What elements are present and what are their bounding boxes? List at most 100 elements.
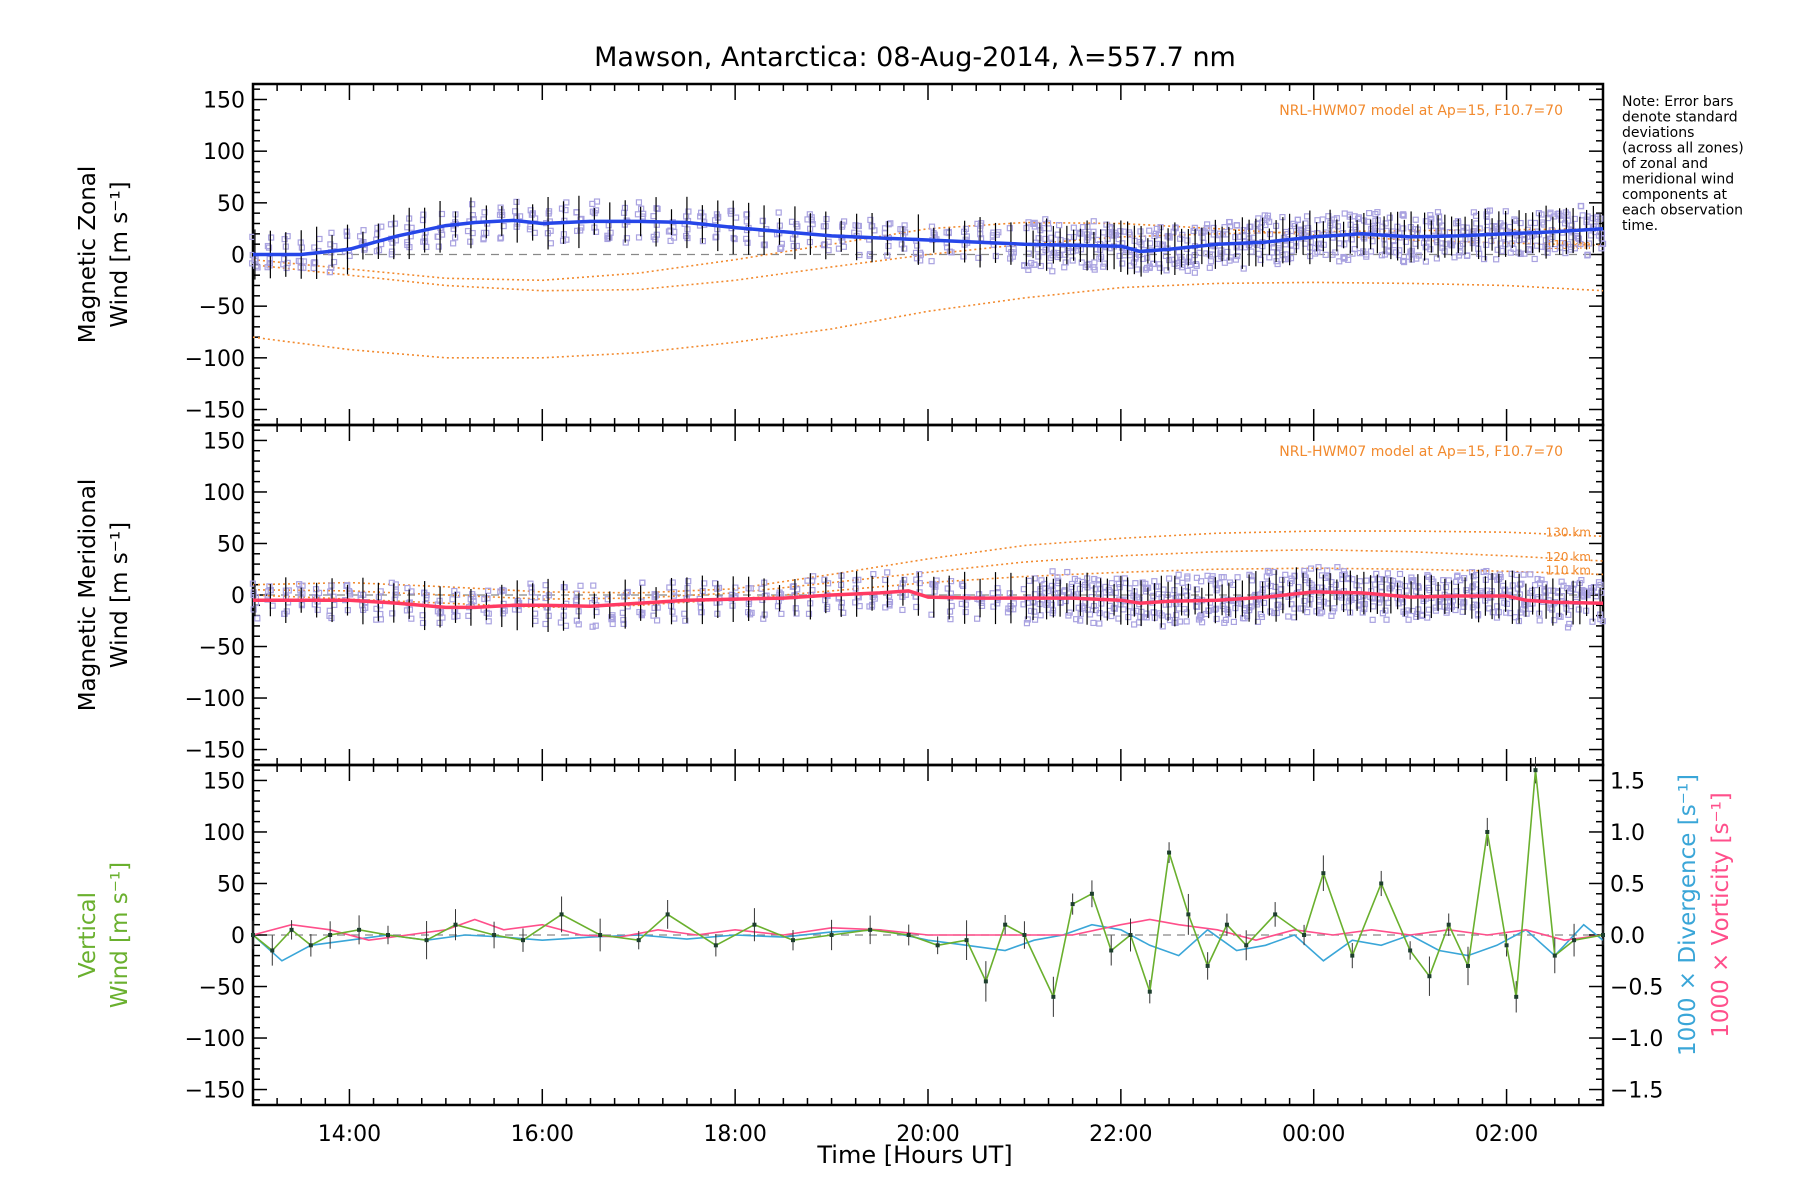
zone-point <box>1484 218 1491 225</box>
zone-point <box>250 591 257 599</box>
zone-point <box>1159 623 1166 630</box>
zone-point <box>545 592 552 599</box>
zone-point <box>423 243 430 251</box>
zone-point <box>1132 255 1139 262</box>
zone-point <box>650 213 657 220</box>
zone-point <box>1345 256 1352 263</box>
zone-point <box>1108 580 1115 587</box>
zone-point <box>1156 241 1163 248</box>
zone-point <box>1301 571 1308 578</box>
zone-point <box>497 204 504 211</box>
y-axis-label: Magnetic Meridional <box>75 479 101 712</box>
zone-point <box>450 240 457 247</box>
zone-point <box>608 614 615 621</box>
zone-point <box>1351 245 1358 253</box>
zone-point <box>299 590 306 597</box>
vertical-point <box>636 938 641 943</box>
zone-point <box>1369 616 1376 623</box>
zone-point <box>652 236 659 243</box>
zone-point <box>1427 246 1434 253</box>
y-axis-label: Wind [m s⁻¹] <box>107 522 133 668</box>
zone-point <box>314 606 321 613</box>
zone-point <box>989 590 996 597</box>
zone-point <box>1206 264 1213 271</box>
zone-point <box>1534 575 1541 583</box>
zone-point <box>1031 608 1038 615</box>
zone-point <box>1006 225 1013 232</box>
zone-point <box>1285 613 1292 620</box>
zone-point <box>1190 227 1197 235</box>
zone-point <box>281 236 288 243</box>
zone-point <box>1338 594 1346 601</box>
zone-point <box>758 230 765 237</box>
zone-point <box>670 234 678 241</box>
zone-point <box>1578 203 1585 210</box>
zone-point <box>1570 581 1578 588</box>
zone-point <box>1372 210 1379 218</box>
zone-point <box>1007 255 1014 262</box>
zone-point <box>1589 618 1596 625</box>
zone-point <box>1096 585 1103 592</box>
zone-point <box>1476 225 1483 232</box>
zone-point <box>1341 604 1348 611</box>
zone-point <box>1183 609 1190 616</box>
zone-point <box>744 239 751 246</box>
zone-point <box>1334 564 1341 571</box>
zone-point <box>777 245 784 252</box>
zone-point <box>577 582 584 589</box>
zone-point <box>1096 255 1103 262</box>
zone-point <box>1348 596 1355 603</box>
zone-point <box>1183 618 1190 625</box>
zone-point <box>775 209 782 216</box>
y-tick-label: 150 <box>203 89 245 114</box>
zone-point <box>623 235 631 242</box>
zone-point <box>249 580 257 587</box>
zone-point <box>1218 253 1225 260</box>
zone-point <box>1584 251 1591 258</box>
vertical-point <box>1128 933 1133 937</box>
zone-point <box>1042 246 1049 254</box>
note-line: meridional wind <box>1622 172 1734 188</box>
zone-point <box>1454 572 1461 579</box>
zone-point <box>1096 620 1103 627</box>
zone-point <box>605 222 612 229</box>
zone-point <box>809 577 816 584</box>
note-line: of zonal and <box>1622 156 1708 172</box>
zone-point <box>1108 612 1115 620</box>
zone-point <box>500 222 507 230</box>
zone-point <box>1197 614 1204 621</box>
vertical-point <box>598 933 603 937</box>
zone-point <box>852 585 859 592</box>
zone-point <box>1318 572 1326 579</box>
zone-point <box>1562 249 1569 257</box>
zone-point <box>389 610 396 617</box>
y2-tick-label: −0.5 <box>1610 976 1663 1001</box>
zone-point <box>451 587 458 595</box>
zone-point <box>1062 251 1069 258</box>
zone-point <box>1575 235 1582 242</box>
zone-point <box>1130 609 1137 616</box>
zone-point <box>1386 214 1393 221</box>
zone-point <box>388 579 395 586</box>
zone-point <box>1547 209 1554 216</box>
vertical-point <box>328 933 333 937</box>
zone-point <box>731 235 738 243</box>
zone-point <box>1090 619 1097 627</box>
zone-point <box>1402 610 1409 617</box>
vertical-point <box>308 943 313 948</box>
y2-tick-label: 0.0 <box>1610 924 1645 949</box>
zone-point <box>1192 260 1200 268</box>
y-tick-label: 100 <box>203 481 245 506</box>
zone-point <box>1078 259 1085 266</box>
zone-point <box>1131 621 1138 628</box>
series-line-vertical <box>252 770 1604 1000</box>
vertical-point <box>1070 902 1075 907</box>
zone-point <box>574 227 581 234</box>
zone-point <box>1348 236 1355 243</box>
zone-point <box>1422 258 1429 265</box>
zone-point <box>1225 609 1232 616</box>
zone-point <box>805 610 813 617</box>
zone-point <box>931 588 938 595</box>
vertical-point <box>1147 989 1152 994</box>
zone-point <box>898 241 905 248</box>
